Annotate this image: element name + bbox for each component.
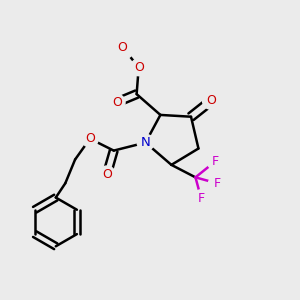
Text: F: F: [212, 155, 219, 168]
Text: O: O: [206, 94, 216, 107]
Circle shape: [137, 134, 154, 151]
Circle shape: [108, 94, 125, 111]
Circle shape: [111, 36, 134, 59]
Circle shape: [99, 166, 115, 183]
Text: N: N: [141, 136, 150, 149]
Text: O: O: [112, 96, 122, 109]
Text: O: O: [134, 61, 144, 74]
Circle shape: [193, 190, 209, 206]
Circle shape: [208, 175, 225, 192]
Text: F: F: [213, 177, 220, 190]
Circle shape: [130, 59, 147, 76]
Text: O: O: [85, 132, 95, 145]
Text: O: O: [102, 168, 112, 181]
Circle shape: [202, 93, 219, 109]
Text: F: F: [198, 192, 205, 205]
Circle shape: [82, 130, 98, 147]
Text: O: O: [118, 41, 128, 54]
Circle shape: [207, 153, 224, 169]
